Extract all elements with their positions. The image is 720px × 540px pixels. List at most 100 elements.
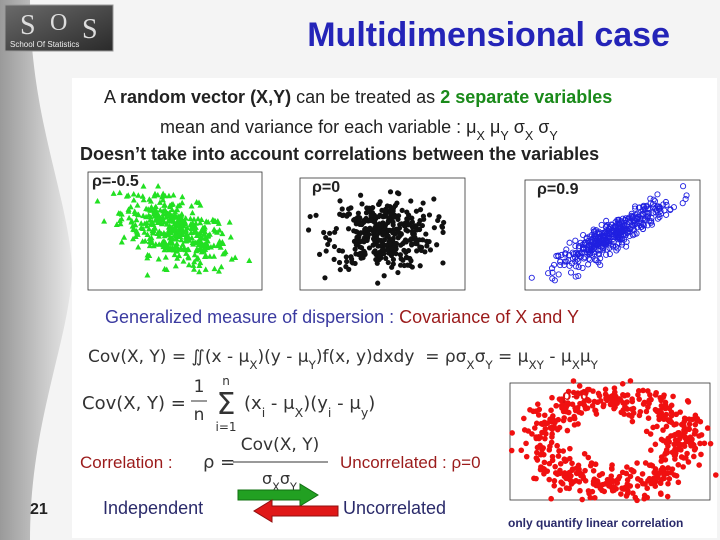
scatter-point	[640, 387, 646, 394]
formula: Cov(X, Y) = 1 n Σ n i=1 (xi - μX)(yi - μ…	[82, 374, 375, 434]
scatter-point	[533, 434, 539, 440]
scatter-point	[337, 267, 343, 273]
scatter-point	[541, 412, 548, 419]
scatter-point	[651, 469, 657, 476]
scatter-plot: ρ=0	[299, 177, 466, 291]
text: σ	[280, 469, 290, 488]
intro-line: Doesn’t take into account correlations b…	[80, 144, 599, 164]
scatter-point	[196, 268, 203, 275]
scatter-point	[133, 228, 140, 234]
scatter-point	[652, 209, 659, 216]
text: Generalized measure of dispersion :	[105, 307, 399, 327]
note: only quantify linear correlation	[508, 516, 683, 530]
scatter-point	[161, 201, 168, 208]
scatter-point	[545, 270, 552, 277]
scatter-point	[155, 182, 162, 189]
scatter-point	[621, 222, 628, 229]
scatter-point	[648, 447, 654, 454]
scatter-point	[372, 248, 378, 254]
scatter-point	[590, 467, 597, 474]
scatter-point	[367, 225, 373, 231]
scatter-point	[321, 229, 327, 236]
scatter-point	[616, 473, 623, 480]
scatter-point	[663, 211, 670, 218]
scatter-point	[553, 402, 559, 409]
scatter-point	[630, 222, 637, 229]
subscript: XY	[529, 358, 545, 372]
scatter-point	[582, 405, 589, 412]
scatter-point	[118, 215, 125, 222]
scatter-point	[562, 250, 569, 257]
scatter-point	[207, 243, 214, 250]
scatter-point	[368, 213, 374, 219]
scatter-point	[628, 210, 635, 217]
scatter-point	[599, 245, 606, 252]
scatter-point	[408, 198, 414, 204]
scatter-point	[174, 248, 181, 254]
scatter-point	[571, 415, 578, 422]
scatter-point	[101, 218, 108, 224]
scatter-point	[557, 262, 564, 269]
scatter-point	[414, 227, 420, 233]
scatter-point	[585, 454, 592, 461]
scatter-point	[215, 268, 222, 274]
scatter-point	[565, 388, 572, 395]
covariance-heading: Generalized measure of dispersion : Cova…	[80, 307, 594, 327]
logo-letter: O	[50, 10, 67, 36]
scatter-point	[634, 497, 640, 504]
scatter-point	[685, 399, 692, 405]
scatter-point	[591, 251, 598, 258]
scatter-point	[164, 218, 171, 224]
scatter-point	[313, 212, 319, 218]
scatter-point	[698, 432, 705, 438]
scatter-point	[200, 248, 207, 254]
scatter-point	[662, 457, 669, 463]
scatter-point	[116, 189, 123, 196]
scatter-point	[542, 426, 549, 432]
scatter-point	[351, 228, 357, 234]
scatter-point	[537, 451, 544, 458]
scatter-point	[211, 253, 218, 259]
scatter-point	[658, 476, 665, 483]
scatter-point	[323, 248, 329, 254]
scatter-point	[588, 238, 596, 246]
correlation-denominator: σXσY	[262, 469, 297, 494]
scatter-point	[698, 451, 704, 458]
scatter-point	[345, 226, 352, 232]
scatter-point	[170, 191, 177, 198]
scatter-point	[561, 470, 568, 476]
scatter-point	[609, 399, 616, 406]
scatter-point	[423, 231, 429, 237]
scatter-point	[629, 226, 636, 233]
scatter-point	[407, 262, 413, 269]
scatter-point	[132, 233, 139, 239]
scatter-point	[362, 225, 369, 232]
scatter-point	[701, 440, 708, 447]
scatter-point	[326, 237, 333, 243]
scatter-point	[436, 214, 442, 220]
scatter-point	[183, 250, 190, 256]
text: mean and variance for each variable : μ	[160, 117, 477, 137]
uncorrelated: Uncorrelated	[343, 498, 446, 518]
scatter-point	[372, 238, 378, 244]
scatter-point	[640, 203, 647, 210]
scatter-point	[622, 215, 629, 222]
scatter-point	[660, 427, 666, 433]
text: random vector (X,Y)	[120, 87, 291, 107]
scatter-point	[144, 271, 151, 278]
arrow-right	[237, 483, 319, 507]
scatter-point	[549, 269, 556, 276]
scatter-point	[159, 196, 166, 203]
scatter-point	[398, 256, 404, 262]
scatter-point	[603, 237, 610, 244]
scatter-point	[414, 248, 420, 254]
scatter-point	[173, 226, 180, 232]
scatter-point	[575, 243, 582, 250]
scatter-point	[307, 213, 313, 220]
scatter-point	[704, 425, 711, 431]
scatter-point	[638, 219, 645, 227]
scatter-point	[344, 213, 350, 219]
scatter-point	[190, 216, 197, 222]
scatter-point	[357, 238, 364, 245]
scatter-point	[167, 229, 174, 235]
